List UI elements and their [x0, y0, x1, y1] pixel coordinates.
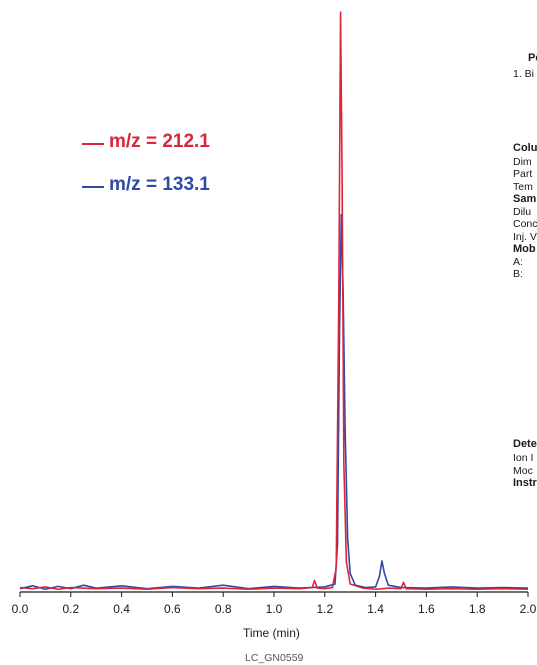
- instrument-header: Instr: [513, 477, 537, 489]
- x-tick-label: 0.8: [215, 602, 232, 616]
- peak-1: 1. Bi: [513, 68, 535, 80]
- x-tick-label: 1.2: [316, 602, 333, 616]
- x-tick-label: 1.8: [469, 602, 486, 616]
- series-line-mz-212: [19, 11, 529, 591]
- peaks-header: Pe: [528, 52, 537, 64]
- mobile-phase-b: B:: [513, 268, 523, 280]
- detector-header: Dete: [513, 438, 537, 450]
- column-header: Colu: [513, 142, 537, 154]
- legend-swatch-blue: [82, 186, 104, 188]
- x-tick-label: 0.4: [113, 602, 130, 616]
- sample-diluent: Dilu: [513, 206, 532, 218]
- detector-ion: Ion I: [513, 452, 534, 464]
- x-tick-label: 1.6: [418, 602, 435, 616]
- figure-code: LC_GN0559: [245, 652, 304, 664]
- series-line-mz-133: [19, 213, 529, 591]
- x-tick-label: 2.0: [520, 602, 537, 616]
- x-axis-title: Time (min): [243, 626, 300, 640]
- mobile-phase-a: A:: [513, 256, 523, 268]
- injection-volume: Inj. V: [513, 231, 537, 243]
- mobile-phase-header: Mob: [513, 243, 536, 255]
- x-axis: 0.0 0.2 0.4 0.6 0.8 1.0 1.2 1.4 1.6 1.8 2.0: [12, 591, 537, 616]
- x-tick-label: 1.0: [266, 602, 283, 616]
- sample-header: Sam: [513, 193, 537, 205]
- x-tick-label: 0.0: [12, 602, 29, 616]
- detector-mode: Moc: [513, 465, 533, 477]
- legend-label-blue: m/z = 133.1: [109, 174, 210, 195]
- column-temperature: Tem: [513, 181, 533, 193]
- series-group: [19, 11, 529, 591]
- column-particle: Part: [513, 168, 533, 180]
- sample-concentration: Conc: [513, 218, 537, 230]
- legend-swatch-red: [82, 143, 104, 145]
- column-dimensions: Dim: [513, 156, 532, 168]
- x-tick-label: 0.2: [62, 602, 79, 616]
- legend-label-red: m/z = 212.1: [109, 131, 210, 152]
- x-tick-label: 1.4: [367, 602, 384, 616]
- x-tick-label: 0.6: [164, 602, 181, 616]
